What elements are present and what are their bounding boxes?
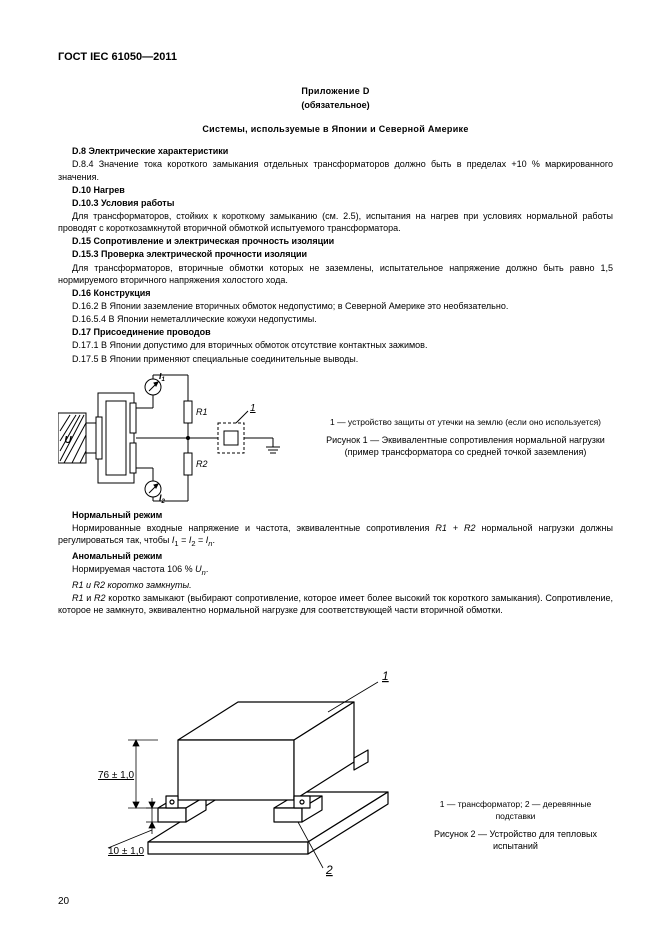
paragraph-abnormal-3: R1 и R2 коротко замыкают (выбирают сопро… xyxy=(58,592,613,616)
paragraph-d17-1: D.17.1 В Японии допустимо для вторичных … xyxy=(58,339,613,351)
figure-1-diagram: U xyxy=(58,373,318,503)
fig1-label-u: U xyxy=(64,435,72,446)
fig1-label-r1: R1 xyxy=(196,407,208,417)
doc-header: ГОСТ IEC 61050—2011 xyxy=(58,50,613,65)
heading-d8: D.8 Электрические характеристики xyxy=(58,145,613,157)
figure-2-row: 76 ± 1,0 10 ± 1,0 1 2 1 — трансформ xyxy=(58,622,613,882)
fig2-callout-1: 1 xyxy=(382,669,389,683)
heading-d15-3: D.15.3 Проверка электрической прочности … xyxy=(58,248,613,260)
figure-2-diagram: 76 ± 1,0 10 ± 1,0 1 2 xyxy=(58,622,418,882)
figure-2-caption-block: 1 — трансформатор; 2 — деревянные подста… xyxy=(418,799,613,882)
annex-title: Приложение D xyxy=(58,85,613,97)
figure-2-legend: 1 — трансформатор; 2 — деревянные подста… xyxy=(424,799,607,822)
heading-d16: D.16 Конструкция xyxy=(58,287,613,299)
annex-subtitle: (обязательное) xyxy=(58,99,613,111)
heading-d10: D.10 Нагрев xyxy=(58,184,613,196)
page: ГОСТ IEC 61050—2011 Приложение D (обязат… xyxy=(0,0,661,936)
fig2-dim-76: 76 ± 1,0 xyxy=(98,770,135,781)
figure-1-row: U xyxy=(58,373,613,503)
figure-1-caption: Рисунок 1 — Эквивалентные сопротивления … xyxy=(326,434,605,458)
heading-d17: D.17 Присоединение проводов xyxy=(58,326,613,338)
fig2-dim-10: 10 ± 1,0 xyxy=(108,846,145,857)
page-number: 20 xyxy=(58,895,69,909)
paragraph-d16-5-4: D.16.5.4 В Японии неметаллические кожухи… xyxy=(58,313,613,325)
paragraph-d15-3: Для трансформаторов, вторичные обмотки к… xyxy=(58,262,613,286)
figure-1-caption-block: 1 — устройство защиты от утечки на землю… xyxy=(318,417,613,459)
paragraph-d10-3: Для трансформаторов, стойких к короткому… xyxy=(58,210,613,234)
paragraph-abnormal-1: Нормируемая частота 106 % Un. xyxy=(58,563,613,578)
fig1-label-r2: R2 xyxy=(196,459,208,469)
paragraph-normal: Нормированные входные напряжение и часто… xyxy=(58,522,613,549)
fig2-callout-2: 2 xyxy=(325,863,333,877)
paragraph-d16-2: D.16.2 В Японии заземление вторичных обм… xyxy=(58,300,613,312)
heading-normal: Нормальный режим xyxy=(58,509,613,521)
paragraph-d17-5: D.17.5 В Японии применяют специальные со… xyxy=(58,353,613,365)
heading-abnormal: Аномальный режим xyxy=(58,550,613,562)
fig1-callout-1: 1 xyxy=(250,403,256,414)
heading-d15: D.15 Сопротивление и электрическая прочн… xyxy=(58,235,613,247)
figure-2-caption: Рисунок 2 — Устройство для тепловых испы… xyxy=(424,828,607,852)
paragraph-abnormal-2: R1 и R2 коротко замкнуты. xyxy=(58,579,613,591)
heading-d10-3: D.10.3 Условия работы xyxy=(58,197,613,209)
paragraph-d8-4: D.8.4 Значение тока короткого замыкания … xyxy=(58,158,613,182)
fig1-label-i2: I2 xyxy=(159,493,166,503)
figure-1-legend: 1 — устройство защиты от утечки на землю… xyxy=(326,417,605,428)
main-title: Системы, используемые в Японии и Северно… xyxy=(58,123,613,135)
